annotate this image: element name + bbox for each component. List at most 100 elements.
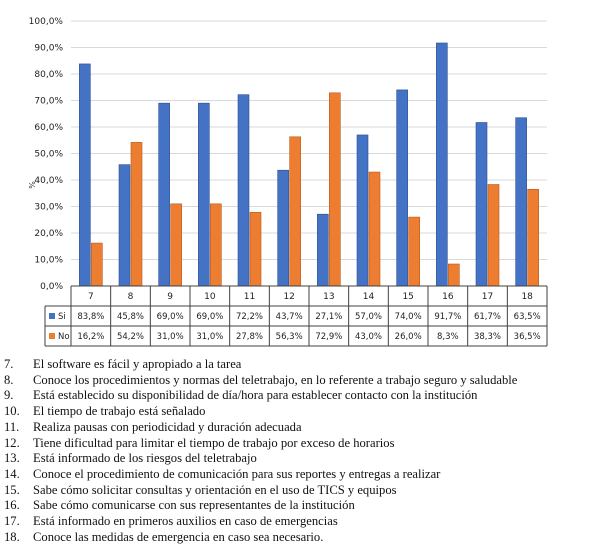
y-tick-label: 10,0% xyxy=(34,256,63,266)
x-tick-label: 13 xyxy=(323,292,334,302)
bar-no-13 xyxy=(329,92,341,287)
legend-item: 18. Conoce las medidas de emergencia en c… xyxy=(4,530,608,546)
legend-item: 11. Realiza pausas con periodicidad y dur… xyxy=(4,420,608,436)
legend-item: 15. Sabe cómo solicitar consultas y orien… xyxy=(4,483,608,499)
x-tick-label: 14 xyxy=(363,292,375,302)
legend-item-text: Está informado de los riesgos del teletr… xyxy=(33,451,257,466)
legend-item: 13. Está informado de los riesgos del tel… xyxy=(4,451,608,467)
x-tick-label: 11 xyxy=(244,292,255,302)
data-label: 45,8% xyxy=(117,312,144,322)
bar-si-9 xyxy=(158,102,170,287)
legend-item-number: 7. xyxy=(4,357,14,371)
legend-item: 8. Conoce los procedimientos y normas del… xyxy=(4,373,608,389)
bar-no-14 xyxy=(368,171,381,287)
legend-item-number: 16. xyxy=(4,498,20,513)
bar-si-12 xyxy=(277,169,289,287)
x-tick-label: 17 xyxy=(482,292,493,302)
bar-no-11 xyxy=(249,212,262,287)
x-tick-label: 8 xyxy=(128,292,134,302)
bar-no-10 xyxy=(210,203,222,287)
legend-item-number: 12. xyxy=(4,435,20,450)
legend-key-no xyxy=(49,333,55,339)
data-label: 74,0% xyxy=(395,312,422,322)
y-tick-label: 90,0% xyxy=(34,44,63,54)
data-label: 16,2% xyxy=(77,332,104,342)
bar-si-18 xyxy=(515,117,527,287)
data-label: 27,8% xyxy=(236,332,263,342)
legend-item-text: Realiza pausas con periodicidad y duraci… xyxy=(33,419,302,434)
legend-item-number: 11. xyxy=(4,419,20,434)
bar-no-18 xyxy=(527,188,539,287)
bar-si-16 xyxy=(436,42,448,287)
legend-item-number: 9. xyxy=(4,388,14,403)
x-tick-label: 15 xyxy=(402,292,413,302)
data-label: 61,7% xyxy=(474,312,501,322)
x-tick-label: 12 xyxy=(283,292,294,302)
x-tick-label: 10 xyxy=(204,292,216,302)
bar-si-8 xyxy=(118,164,131,287)
data-label: 43,0% xyxy=(355,332,382,342)
bars xyxy=(79,42,539,287)
bar-chart: 0,0% 10,0% 20,0% 30,0% 40,0% 50,0% 60,0% 70,0% 8… xyxy=(28,17,548,347)
y-tick-label: 100,0% xyxy=(29,17,64,27)
data-label: 38,3% xyxy=(474,332,501,342)
data-label: 72,2% xyxy=(236,312,263,322)
legend-item-number: 18. xyxy=(4,529,20,544)
y-tick-label: 50,0% xyxy=(34,150,63,160)
data-label: 91,7% xyxy=(434,312,461,322)
bar-si-14 xyxy=(356,134,369,287)
legend-item-number: 14. xyxy=(4,466,20,481)
bar-no-15 xyxy=(408,216,420,287)
gridlines xyxy=(71,20,547,287)
legend-item-text: Sabe cómo comunicarse con sus representa… xyxy=(33,498,355,513)
legend-item-text: Conoce el procedimiento de comunicación … xyxy=(33,466,441,481)
bar-si-7 xyxy=(79,63,91,287)
bar-no-12 xyxy=(289,136,301,287)
data-label: 83,8% xyxy=(77,312,104,322)
data-label: 69,0% xyxy=(157,312,184,322)
y-tick-label: 20,0% xyxy=(34,229,63,239)
legend-item-text: Conoce las medidas de emergencia en caso… xyxy=(33,529,324,544)
data-label: 36,5% xyxy=(514,332,541,342)
data-label: 56,3% xyxy=(276,332,303,342)
bar-si-17 xyxy=(475,122,488,287)
data-label: 31,0% xyxy=(196,332,223,342)
y-axis: 0,0% 10,0% 20,0% 30,0% 40,0% 50,0% 60,0% 70,0% 8… xyxy=(29,17,64,292)
data-label: 8,3% xyxy=(437,332,459,342)
legend-item-text: Está establecido su disponibilidad de dí… xyxy=(33,388,478,403)
bar-si-15 xyxy=(396,89,408,287)
bar-si-11 xyxy=(237,94,250,287)
y-tick-label: 80,0% xyxy=(34,70,63,80)
data-table: 7 8 9 10 11 12 13 14 15 16 17 18 Si 83,8% 45,8% 69,0% 69… xyxy=(44,285,548,347)
legend-item-number: 15. xyxy=(4,482,20,497)
y-axis-label: % xyxy=(28,181,37,189)
legend-item-number: 17. xyxy=(4,514,20,529)
legend-item: 12. Tiene dificultad para limitar el tiem… xyxy=(4,436,608,452)
x-tick-label: 18 xyxy=(521,292,533,302)
legend-item-text: El software es fácil y apropiado a la ta… xyxy=(33,357,242,371)
legend-item: 10. El tiempo de trabajo está señalado xyxy=(4,404,608,420)
legend-item-number: 10. xyxy=(4,404,20,419)
bar-no-17 xyxy=(487,184,500,287)
x-tick-label: 9 xyxy=(167,292,173,302)
bar-si-13 xyxy=(317,213,329,287)
legend-item-text: Tiene dificultad para limitar el tiempo … xyxy=(33,435,395,450)
x-tick-label: 16 xyxy=(442,292,454,302)
data-label: 57,0% xyxy=(355,312,382,322)
data-label: 54,2% xyxy=(117,332,144,342)
data-label: 72,9% xyxy=(315,332,342,342)
legend-key-si xyxy=(49,313,55,319)
data-label: 31,0% xyxy=(157,332,184,342)
bar-no-16 xyxy=(448,263,460,287)
data-label: 26,0% xyxy=(395,332,422,342)
legend-item-text: Conoce los procedimientos y normas del t… xyxy=(33,372,518,387)
series-name: No xyxy=(58,332,70,342)
x-tick-label: 7 xyxy=(88,292,94,302)
legend-item-number: 8. xyxy=(4,372,14,387)
y-tick-label: 0,0% xyxy=(40,282,63,292)
series-name: Si xyxy=(58,312,66,322)
y-tick-label: 30,0% xyxy=(34,203,63,213)
legend-item: 17. Está informado en primeros auxilios e… xyxy=(4,514,608,530)
data-label: 27,1% xyxy=(315,312,342,322)
legend-item: 16. Sabe cómo comunicarse con sus represe… xyxy=(4,498,608,514)
